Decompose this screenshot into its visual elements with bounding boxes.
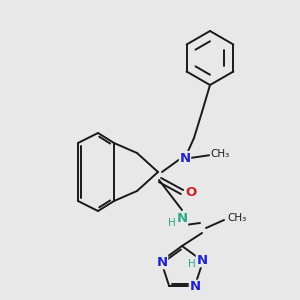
- Text: H: H: [168, 218, 176, 228]
- Text: CH₃: CH₃: [227, 213, 247, 223]
- Text: N: N: [189, 280, 200, 293]
- Text: N: N: [196, 254, 208, 267]
- Text: CH₃: CH₃: [210, 149, 230, 159]
- Text: N: N: [176, 212, 188, 226]
- Text: O: O: [185, 185, 197, 199]
- Text: N: N: [157, 256, 168, 269]
- Text: H: H: [188, 259, 196, 269]
- Text: N: N: [179, 152, 191, 164]
